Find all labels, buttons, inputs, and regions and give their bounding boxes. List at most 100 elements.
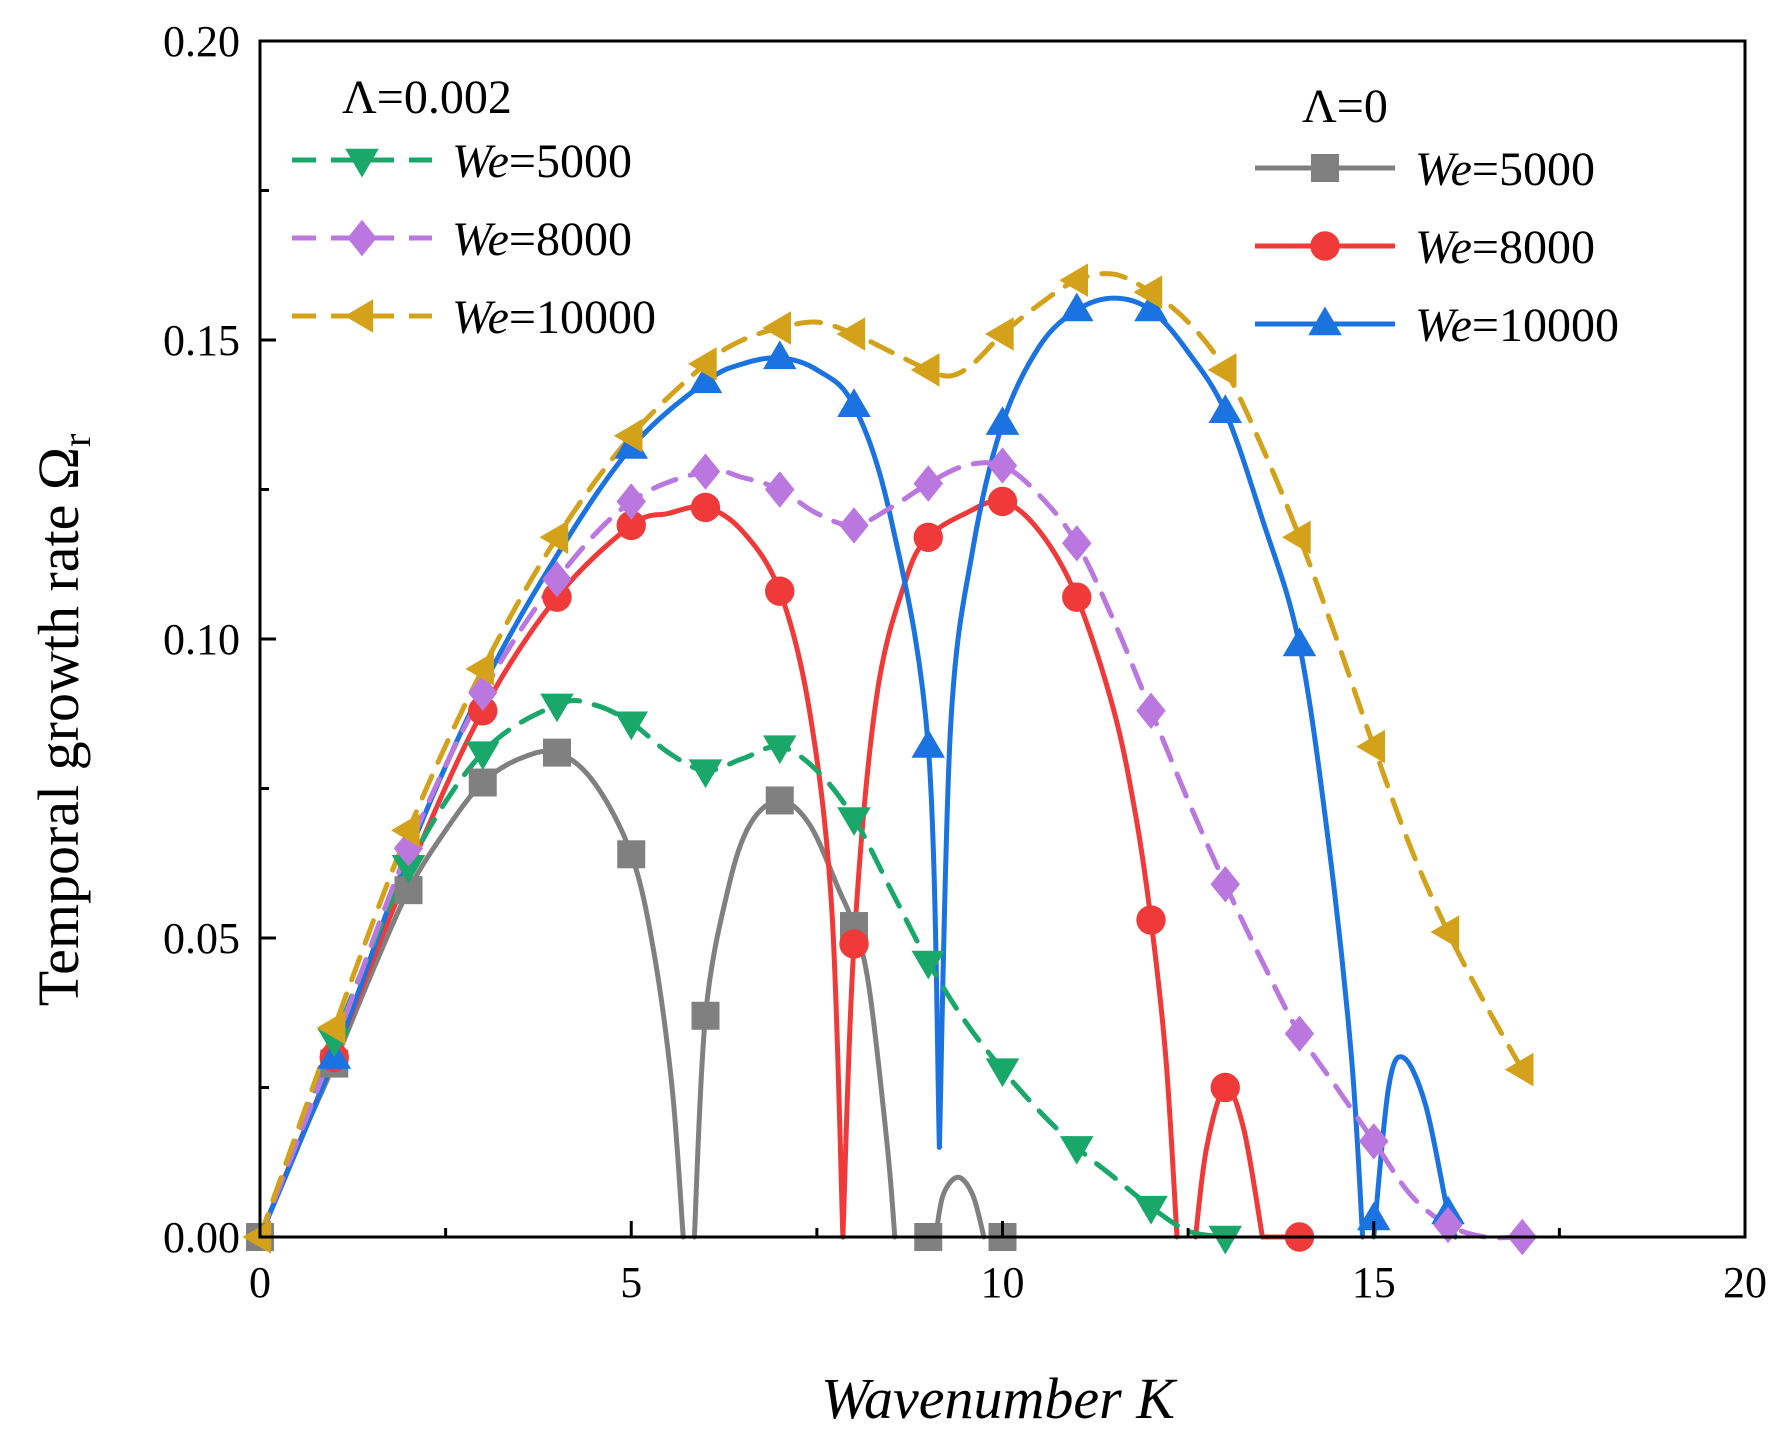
legend-title-1: Λ=0 <box>1302 80 1388 133</box>
axis-ticks: 0 5 10 15 20 0.00 0.05 0.10 0.15 0.20 <box>163 17 1767 1307</box>
legend-label-value-4: =8000 <box>509 213 632 266</box>
series-5-marker-10 <box>985 317 1014 351</box>
legend-marker-3 <box>345 148 379 178</box>
series-4-marker-7 <box>913 465 943 502</box>
x-tick-label-2: 10 <box>981 1258 1025 1307</box>
series-0-marker-4 <box>543 738 571 767</box>
legend-label-2: We=10000 <box>1415 299 1619 352</box>
series-3-marker-3 <box>540 693 574 723</box>
x-axis-title: Wavenumber K <box>821 1366 1178 1431</box>
legend-label-prefix-1: We <box>1415 221 1472 274</box>
series-2-marker-7 <box>1060 292 1094 322</box>
series-0-line-1 <box>691 798 898 1240</box>
series-4-marker-13 <box>1359 1123 1389 1160</box>
series-3-marker-12 <box>1208 1225 1242 1255</box>
legend-label-0: We=5000 <box>1415 143 1595 196</box>
series-3-marker-7 <box>837 807 871 836</box>
series-5-marker-11 <box>1059 263 1088 297</box>
series-1-marker-11 <box>1210 1072 1240 1103</box>
legend: Λ=0.002We=5000We=8000We=10000Λ=0We=5000W… <box>292 71 1619 352</box>
series-1-marker-7 <box>913 522 943 553</box>
series-1-marker-8 <box>987 486 1018 517</box>
y-axis-title: Temporal growth rate Ωr <box>26 434 99 1007</box>
legend-label-prefix-5: We <box>452 291 509 344</box>
series-3-marker-5 <box>688 759 723 789</box>
series-4-marker-11 <box>1210 866 1240 903</box>
series-3-marker-10 <box>1060 1136 1094 1165</box>
series-1-marker-4 <box>690 492 721 523</box>
series-3-marker-4 <box>614 711 648 741</box>
series-5-marker-4 <box>539 520 569 555</box>
x-tick-label-3: 15 <box>1352 1258 1396 1307</box>
series-2-marker-6 <box>985 406 1020 435</box>
series-0-marker-5 <box>617 840 646 869</box>
series-5-marker-3 <box>465 652 494 686</box>
series-4-marker-14 <box>1433 1206 1463 1244</box>
series-4-marker-12 <box>1284 1015 1315 1052</box>
series-1-marker-10 <box>1136 905 1166 935</box>
series-5-marker-17 <box>1504 1052 1534 1087</box>
series-5-marker-1 <box>316 1010 346 1045</box>
legend-label-value-3: =5000 <box>509 135 632 188</box>
legend-label-prefix-4: We <box>452 213 509 266</box>
series-5-marker-8 <box>836 317 866 351</box>
series-5-line-0 <box>257 271 1525 1240</box>
legend-label-5: We=10000 <box>452 291 656 344</box>
series-5-marker-9 <box>910 353 940 387</box>
series-2-marker-5 <box>911 729 945 758</box>
series-3-marker-2 <box>465 741 500 771</box>
legend-label-4: We=8000 <box>452 213 632 266</box>
series-1-line-1 <box>840 498 1180 1240</box>
series-3-marker-11 <box>1134 1195 1168 1225</box>
legend-marker-1 <box>1310 231 1340 261</box>
series-2-marker-11 <box>1357 1201 1391 1231</box>
legend-label-value-0: =5000 <box>1472 143 1595 196</box>
series-curves <box>257 271 1525 1241</box>
legend-marker-4 <box>347 219 377 257</box>
legend-label-1: We=8000 <box>1415 221 1595 274</box>
series-4-marker-2 <box>542 561 572 598</box>
series-4-marker-5 <box>765 471 795 508</box>
y-tick-label-2: 0.10 <box>163 615 240 664</box>
series-0-marker-7 <box>765 786 794 815</box>
legend-label-3: We=5000 <box>452 135 632 188</box>
series-1-line-0 <box>257 504 846 1240</box>
series-2-marker-8 <box>1134 292 1168 322</box>
series-1-marker-3 <box>616 510 646 541</box>
legend-marker-0 <box>1311 154 1339 182</box>
series-0-line-0 <box>257 748 686 1240</box>
series-0-line-2 <box>933 1174 987 1240</box>
y-axis-title-main: Temporal growth rate Ω <box>26 447 91 1006</box>
series-5-marker-6 <box>688 347 717 381</box>
series-5-marker-13 <box>1207 353 1237 387</box>
y-axis-title-subscript: r <box>54 434 99 447</box>
series-markers <box>242 263 1537 1256</box>
series-5-marker-2 <box>391 813 420 848</box>
series-5-marker-16 <box>1430 915 1460 949</box>
legend-label-value-1: =8000 <box>1472 221 1595 274</box>
legend-label-value-5: =10000 <box>509 291 656 344</box>
series-2-marker-4 <box>837 388 871 417</box>
series-0-marker-6 <box>691 1001 720 1030</box>
series-0-marker-3 <box>468 768 497 797</box>
series-5-marker-5 <box>613 418 643 453</box>
y-axis-title-group: Temporal growth rate Ωr <box>26 434 99 1007</box>
legend-marker-2 <box>1308 306 1342 336</box>
x-tick-label-4: 20 <box>1723 1258 1767 1307</box>
series-4-marker-0 <box>393 830 424 867</box>
legend-label-value-2: =10000 <box>1472 299 1619 352</box>
series-3-marker-6 <box>763 735 797 765</box>
legend-title-0: Λ=0.002 <box>342 71 512 124</box>
series-4-marker-3 <box>616 483 646 520</box>
series-2-marker-9 <box>1208 394 1242 423</box>
y-tick-label-4: 0.20 <box>163 17 240 66</box>
x-tick-label-0: 0 <box>249 1258 271 1307</box>
series-4-marker-10 <box>1136 692 1166 729</box>
series-4-marker-4 <box>690 453 721 490</box>
series-5-marker-7 <box>762 311 791 345</box>
series-2-marker-10 <box>1282 627 1317 657</box>
series-4-line-0 <box>257 460 1525 1241</box>
series-1-marker-5 <box>765 576 795 606</box>
series-2-line-1 <box>936 295 1366 1240</box>
